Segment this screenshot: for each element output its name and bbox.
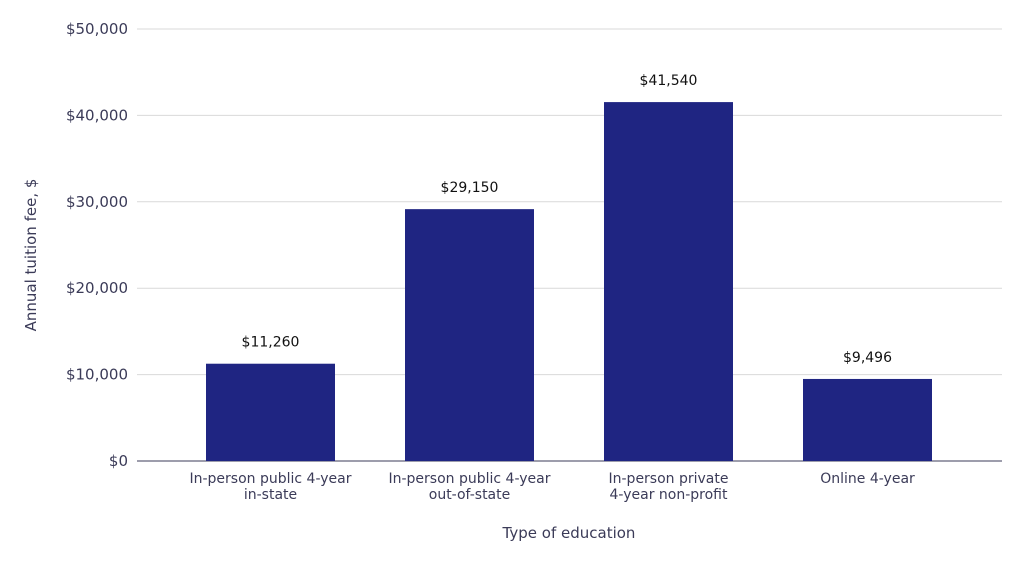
x-tick-label: in-state (244, 487, 297, 503)
y-tick-label: $30,000 (66, 193, 128, 211)
x-axis-title: Type of education (502, 524, 636, 542)
data-label: $11,260 (242, 335, 300, 351)
data-label: $29,150 (441, 180, 499, 196)
x-tick-label: In-person public 4-year (189, 471, 351, 487)
x-tick-label: Online 4-year (820, 471, 915, 487)
y-axis-title: Annual tuition fee, $ (22, 179, 40, 332)
x-tick-label: In-person public 4-year (388, 471, 550, 487)
bar[interactable] (206, 363, 335, 461)
y-tick-label: $10,000 (66, 366, 128, 384)
x-tick-label: 4-year non-profit (610, 487, 728, 503)
y-tick-label: $0 (109, 452, 128, 470)
x-tick-label: out-of-state (429, 487, 510, 503)
data-label: $9,496 (843, 350, 892, 366)
data-label: $41,540 (640, 73, 698, 89)
y-tick-label: $40,000 (66, 106, 128, 124)
y-tick-label: $50,000 (66, 20, 128, 38)
bar[interactable] (604, 102, 733, 462)
bar[interactable] (803, 378, 932, 461)
y-tick-label: $20,000 (66, 279, 128, 297)
bar[interactable] (405, 209, 534, 461)
x-tick-label: In-person private (609, 471, 729, 487)
